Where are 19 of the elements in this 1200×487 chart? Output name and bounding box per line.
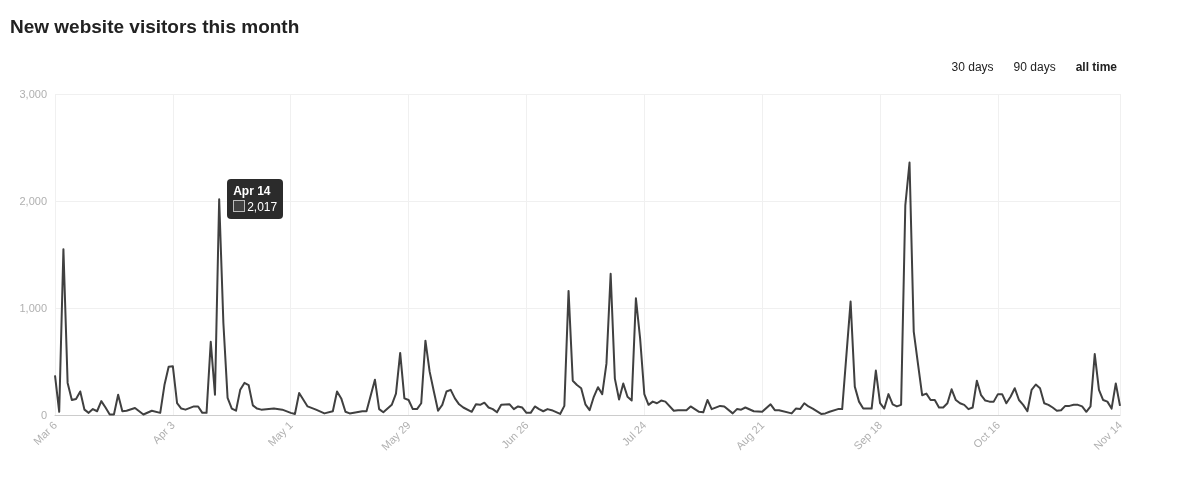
y-tick-label: 1,000 <box>19 302 47 314</box>
y-tick-label: 2,000 <box>19 195 47 207</box>
x-tick-label: Aug 21 <box>733 418 767 452</box>
y-tick-label: 3,000 <box>19 88 47 100</box>
x-tick-label: Sep 18 <box>851 418 885 452</box>
x-tick-label: Jul 24 <box>619 418 649 448</box>
x-tick-label: Nov 14 <box>1091 418 1125 452</box>
text: 30 days <box>951 60 994 74</box>
x-tick-label: Mar 6 <box>30 418 60 448</box>
line-series <box>54 161 1121 416</box>
annotation: Apr 14 2,017 <box>233 183 278 216</box>
y-tick-label: 0 <box>40 409 47 421</box>
x-tick-label: Jun 26 <box>498 418 531 451</box>
chart-title: New website visitors this month <box>10 16 300 38</box>
text: all time <box>1075 60 1117 74</box>
x-tick-label: Oct 16 <box>970 418 1003 451</box>
x-tick-label: May 1 <box>265 418 295 449</box>
text: 90 days <box>1013 60 1056 74</box>
x-tick-label: Apr 3 <box>150 418 178 446</box>
